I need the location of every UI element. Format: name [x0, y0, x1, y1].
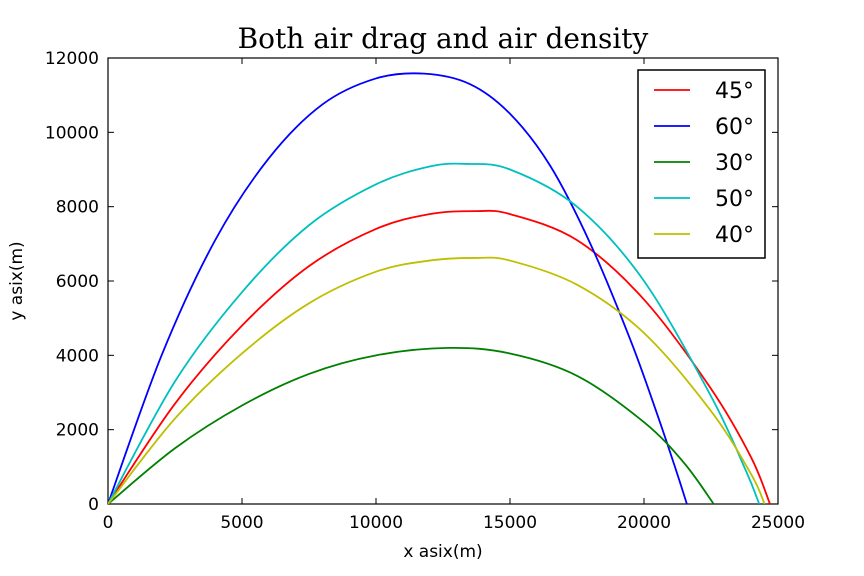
- x-tick-label: 15000: [483, 513, 537, 533]
- y-tick-label: 0: [88, 495, 99, 515]
- legend: 45° 60° 30° 50° 40°: [637, 69, 766, 259]
- legend-box: [637, 69, 766, 259]
- y-axis-label: y asix(m): [7, 241, 27, 320]
- legend-label: 40°: [715, 223, 754, 248]
- series-line-1: [108, 209, 771, 504]
- axis-ticks: 0 5000 10000 15000 20000 25000 0 2000 4000 6000 80…: [45, 49, 805, 533]
- x-axis-label: x asix(m): [403, 542, 482, 562]
- x-tick-label: 0: [103, 513, 114, 533]
- legend-label: 60°: [715, 115, 754, 140]
- legend-label: 30°: [715, 151, 754, 176]
- y-tick-label: 4000: [56, 346, 99, 366]
- y-tick-label: 8000: [56, 198, 99, 218]
- y-tick-label: 12000: [45, 49, 99, 69]
- y-tick-label: 2000: [56, 421, 99, 441]
- chart-title: Both air drag and air density: [238, 22, 649, 55]
- legend-label: 45°: [715, 79, 754, 104]
- series-lines: [108, 72, 771, 504]
- y-tick-label: 6000: [56, 272, 99, 292]
- x-tick-label: 20000: [617, 513, 671, 533]
- series-line-3: [108, 346, 715, 504]
- series-line-5: [108, 256, 766, 504]
- y-tick-label: 10000: [45, 123, 99, 143]
- x-tick-label: 10000: [349, 513, 403, 533]
- series-line-4: [108, 162, 761, 504]
- x-tick-label: 25000: [751, 513, 805, 533]
- series-line-2: [108, 72, 688, 504]
- x-tick-label: 5000: [220, 513, 263, 533]
- legend-label: 50°: [715, 187, 754, 212]
